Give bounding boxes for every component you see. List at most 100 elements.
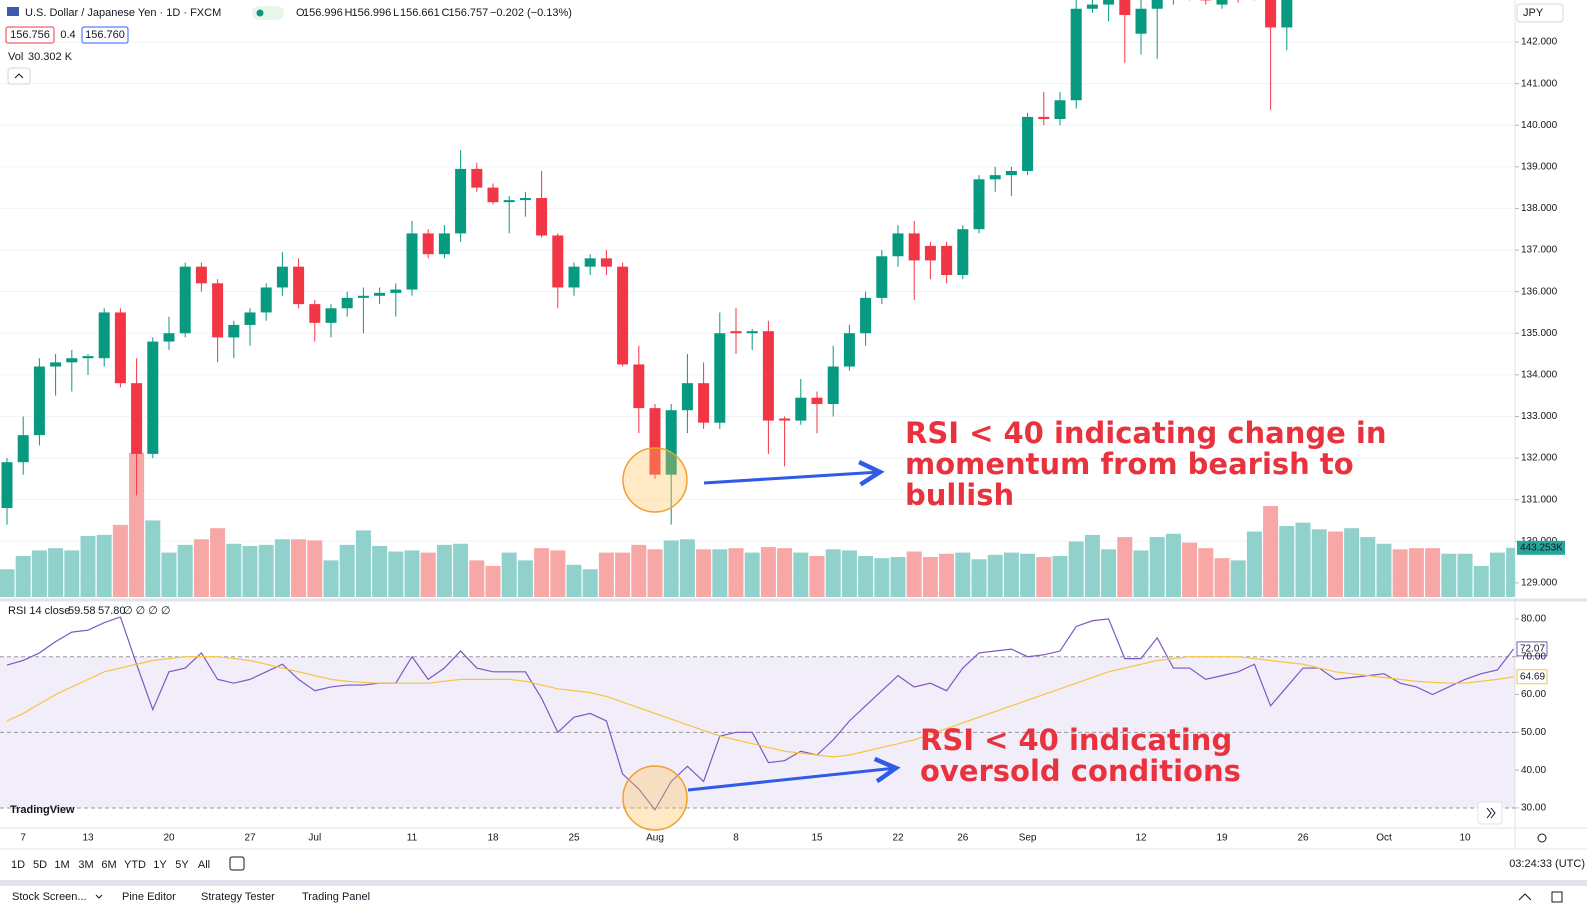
volume-bar — [1133, 550, 1149, 597]
scroll-button[interactable] — [1477, 801, 1503, 825]
currency-button[interactable] — [1516, 3, 1564, 23]
volume-bar — [323, 560, 339, 597]
candle-body — [1103, 0, 1115, 5]
volume-bar — [210, 528, 226, 597]
candle-body — [98, 312, 110, 359]
candle-body — [438, 233, 450, 255]
volume-bar — [96, 534, 112, 597]
volume-bar — [663, 540, 679, 597]
candle-body — [50, 362, 62, 367]
candle-body — [1086, 4, 1098, 9]
last-value-box — [1516, 669, 1548, 685]
candle-body — [795, 397, 807, 421]
panel-tab[interactable]: Pine Editor — [122, 891, 176, 903]
candle-body — [455, 168, 467, 234]
range-button[interactable]: 1D — [11, 859, 25, 871]
candle-body — [519, 198, 531, 201]
candle-body — [584, 258, 596, 267]
volume-bar — [64, 550, 80, 597]
ohlc-value: 156.757 — [449, 7, 489, 19]
range-button[interactable]: 3M — [78, 859, 93, 871]
settings-icon[interactable] — [1537, 833, 1547, 843]
price-tick-label: 136.000 — [1521, 286, 1558, 297]
range-button[interactable]: 1Y — [153, 859, 167, 871]
range-button[interactable]: 5Y — [175, 859, 189, 871]
candle-body — [17, 435, 29, 463]
volume-bar — [1263, 506, 1279, 597]
bid-box[interactable] — [5, 26, 55, 44]
candle-body — [908, 233, 920, 261]
volume-bar — [615, 552, 631, 597]
rsi-tick-label: 80.00 — [1521, 614, 1546, 625]
volume-bar — [712, 549, 728, 597]
panel-tab[interactable]: Strategy Tester — [201, 891, 275, 903]
candle-body — [827, 366, 839, 404]
candle-body — [1070, 8, 1082, 101]
range-button[interactable]: 5D — [33, 859, 47, 871]
volume-bar — [728, 548, 744, 597]
volume-bar — [258, 544, 274, 597]
rsi-line — [6, 656, 1514, 758]
volume-bar — [777, 548, 793, 597]
time-label: 20 — [163, 833, 175, 844]
candle-body — [973, 179, 985, 230]
volume-bar — [339, 544, 355, 597]
panel-tab[interactable]: Trading Panel — [302, 891, 370, 903]
annotation: RSI < 40 indicating change in — [905, 416, 1386, 450]
range-button[interactable]: YTD — [124, 859, 146, 871]
collapse-button[interactable] — [7, 67, 31, 85]
annotation: RSI < 40 indicating — [920, 723, 1232, 757]
candle-body — [1265, 0, 1277, 28]
volume-bar — [1198, 548, 1214, 597]
volume-bar — [15, 555, 31, 597]
range-button[interactable]: All — [198, 859, 210, 871]
rsi-value: 59.58 — [68, 605, 96, 617]
volume-bar — [1408, 548, 1424, 597]
range-button[interactable]: 6M — [101, 859, 116, 871]
time-label: 15 — [811, 833, 823, 844]
maximize-icon[interactable] — [1551, 891, 1563, 903]
volume-bar — [1489, 552, 1505, 597]
volume-bar — [987, 554, 1003, 597]
price-tick-label: 132.000 — [1521, 453, 1558, 464]
candle-body — [179, 266, 191, 334]
candle-body — [1005, 170, 1017, 176]
volume-bar — [1327, 531, 1343, 597]
time-label: 27 — [244, 833, 256, 844]
volume-bar — [80, 535, 96, 597]
candle-body — [811, 397, 823, 404]
range-button[interactable]: 1M — [54, 859, 69, 871]
volume-bar — [598, 552, 614, 597]
calendar-icon[interactable] — [229, 856, 245, 871]
candle-body — [309, 304, 321, 323]
volume-bar — [1344, 528, 1360, 597]
panel-tab[interactable]: Stock Screen... — [12, 891, 87, 903]
volume-bar — [922, 557, 938, 597]
volume-bar — [631, 544, 647, 597]
candle-body — [260, 287, 272, 313]
candle-body — [1135, 8, 1147, 34]
volume-bar — [1084, 534, 1100, 597]
volume-bar — [1230, 560, 1246, 597]
time-label: Sep — [1019, 833, 1037, 844]
ohlc-key: O — [296, 7, 305, 19]
candle-body — [568, 266, 580, 288]
ask-box[interactable] — [81, 26, 129, 44]
volume-bar — [760, 547, 776, 597]
price-tick-label: 134.000 — [1521, 369, 1558, 380]
volume-value: 30.302 K — [28, 51, 73, 63]
candle-body — [1054, 100, 1066, 119]
rsi-tick-label: 60.00 — [1521, 689, 1546, 700]
candle-body — [487, 187, 499, 203]
volume-bar — [193, 539, 209, 597]
volume-bar — [372, 545, 388, 597]
volume-bar — [355, 530, 371, 597]
rsi-tick-label: 50.00 — [1521, 727, 1546, 738]
candle-body — [212, 283, 224, 338]
last-volume-label: 443.253K — [1520, 542, 1563, 553]
price-tick-label: 139.000 — [1521, 161, 1558, 172]
expand-icon[interactable] — [1518, 893, 1532, 901]
volume-bar — [1279, 525, 1295, 597]
